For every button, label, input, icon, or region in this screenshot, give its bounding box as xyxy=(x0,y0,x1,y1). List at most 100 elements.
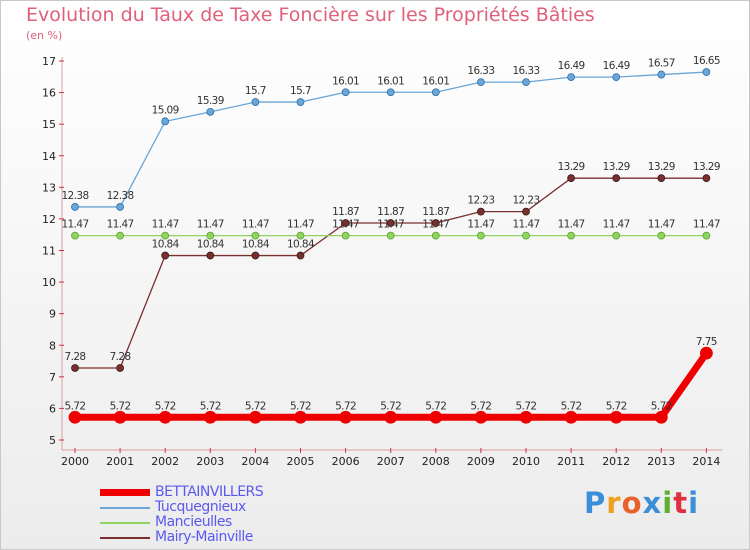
data-point xyxy=(341,219,350,227)
y-tick-label: 9 xyxy=(49,308,56,321)
y-tick-label: 11 xyxy=(42,245,56,258)
data-label: 11.47 xyxy=(693,219,720,231)
legend-swatch xyxy=(100,507,150,509)
data-point xyxy=(522,78,530,87)
data-point xyxy=(386,219,395,227)
data-point xyxy=(384,410,398,424)
proxiti-logo: Proxiti xyxy=(584,486,699,520)
y-tick-label: 15 xyxy=(42,118,56,131)
y-tick-label: 10 xyxy=(42,276,56,289)
data-label: 11.47 xyxy=(648,219,675,231)
data-label: 12.23 xyxy=(512,195,539,207)
data-label: 11.47 xyxy=(197,219,224,231)
data-point xyxy=(567,231,575,240)
data-point xyxy=(296,231,305,240)
y-tick-label: 6 xyxy=(49,402,56,415)
data-point xyxy=(206,107,215,116)
data-point xyxy=(339,410,353,424)
data-point xyxy=(567,73,575,82)
data-point xyxy=(609,410,623,424)
x-tick-label: 2005 xyxy=(287,455,315,468)
data-label: 11.87 xyxy=(422,206,449,218)
x-tick-label: 2000 xyxy=(61,455,89,468)
data-label: 16.01 xyxy=(422,75,449,87)
logo-letter: r xyxy=(606,486,622,520)
x-tick-label: 2011 xyxy=(557,455,585,468)
data-label: 13.29 xyxy=(648,161,675,173)
chart-title: Evolution du Taux de Taxe Foncière sur l… xyxy=(26,4,595,26)
data-label: 10.84 xyxy=(197,239,225,251)
x-tick-label: 2014 xyxy=(692,455,720,468)
data-label: 11.47 xyxy=(242,219,269,231)
legend-swatch xyxy=(100,489,150,496)
data-label: 5.72 xyxy=(65,400,86,412)
data-point xyxy=(161,117,170,126)
x-tick-label: 2010 xyxy=(512,455,540,468)
data-label: 5.72 xyxy=(200,400,221,412)
data-label: 5.72 xyxy=(110,400,131,412)
data-point xyxy=(612,174,621,183)
data-label: 12.38 xyxy=(61,190,88,202)
data-label: 5.72 xyxy=(516,400,537,412)
data-point xyxy=(476,78,485,87)
x-tick-label: 2003 xyxy=(196,455,224,468)
data-label: 15.39 xyxy=(197,95,224,107)
data-point xyxy=(116,231,124,240)
data-label: 5.72 xyxy=(561,400,582,412)
data-label: 11.47 xyxy=(377,219,404,231)
data-label: 13.29 xyxy=(693,161,720,173)
y-tick-label: 12 xyxy=(42,213,56,226)
logo-letter: i xyxy=(662,486,674,520)
data-label: 11.47 xyxy=(61,219,88,231)
data-label: 16.33 xyxy=(512,65,539,77)
data-label: 15.7 xyxy=(245,85,266,97)
data-label: 5.72 xyxy=(380,400,401,412)
legend-swatch xyxy=(100,522,150,524)
data-point xyxy=(702,68,711,76)
data-label: 13.29 xyxy=(603,161,630,173)
data-point xyxy=(657,231,666,240)
legend-swatch xyxy=(100,537,150,539)
data-label: 11.87 xyxy=(332,206,359,218)
data-label: 5.72 xyxy=(606,400,627,412)
data-label: 16.57 xyxy=(648,58,675,70)
data-point xyxy=(700,346,713,360)
data-label: 10.84 xyxy=(152,239,180,251)
x-tick-label: 2009 xyxy=(467,455,495,468)
data-point xyxy=(113,410,127,424)
logo-letter: o xyxy=(621,486,643,520)
data-label: 5.72 xyxy=(155,400,176,412)
y-tick-label: 17 xyxy=(42,55,56,68)
logo-letter: P xyxy=(584,486,607,520)
data-point xyxy=(702,174,711,183)
data-label: 15.09 xyxy=(152,104,179,116)
data-label: 16.33 xyxy=(467,65,494,77)
data-point xyxy=(206,231,215,240)
data-label: 10.84 xyxy=(287,239,315,251)
data-label: 5.72 xyxy=(335,400,356,412)
data-label: 11.47 xyxy=(558,219,585,231)
data-point xyxy=(612,231,621,240)
data-point xyxy=(158,410,172,424)
y-tick-label: 7 xyxy=(49,371,56,384)
data-label: 12.23 xyxy=(467,195,494,207)
data-point xyxy=(251,231,260,240)
x-tick-label: 2013 xyxy=(647,455,675,468)
x-tick-label: 2007 xyxy=(377,455,405,468)
legend-label: Mancieulles xyxy=(155,514,232,530)
x-tick-label: 2001 xyxy=(106,455,134,468)
y-tick-label: 16 xyxy=(42,87,56,100)
data-point xyxy=(657,70,666,79)
data-point xyxy=(294,410,307,424)
data-label: 5.72 xyxy=(245,400,266,412)
legend-label: BETTAINVILLERS xyxy=(155,484,264,500)
data-point xyxy=(522,207,530,216)
data-point xyxy=(474,410,488,424)
data-point xyxy=(386,231,395,240)
data-label: 7.75 xyxy=(696,336,717,348)
data-point xyxy=(203,410,217,424)
data-point xyxy=(519,410,533,424)
data-point xyxy=(431,219,440,227)
data-label: 11.47 xyxy=(422,219,449,231)
data-point xyxy=(71,231,79,240)
